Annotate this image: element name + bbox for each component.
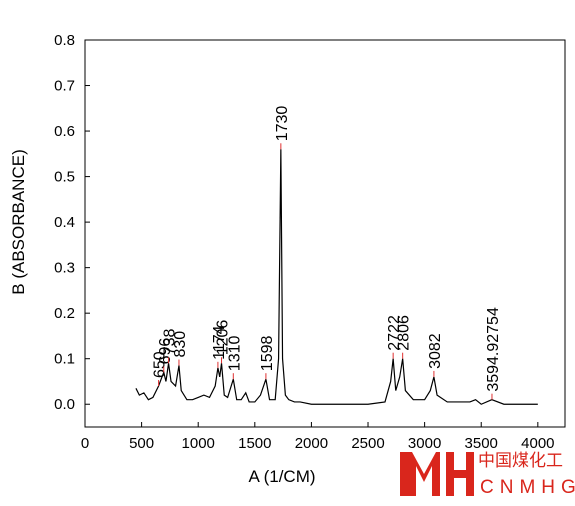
peak-label: 2806 xyxy=(396,315,413,351)
peak-label: 1206 xyxy=(215,320,232,356)
y-tick-label: 0.6 xyxy=(54,123,75,140)
y-tick-label: 0.4 xyxy=(54,214,75,231)
peak-label: 650 xyxy=(152,351,169,378)
y-tick-label: 0.0 xyxy=(54,396,75,413)
plot-frame xyxy=(84,39,566,428)
x-axis-label: A (1/CM) xyxy=(248,467,315,486)
y-tick-label: 0.1 xyxy=(54,351,75,368)
x-tick-label: 2000 xyxy=(295,435,328,452)
spectrum-line xyxy=(135,149,538,405)
peak-label: 1598 xyxy=(259,335,276,371)
x-tick-label: 1500 xyxy=(238,435,271,452)
peak-label: 1730 xyxy=(274,106,291,142)
peak-label: 2722 xyxy=(386,315,403,351)
x-tick-label: 3500 xyxy=(465,435,498,452)
y-tick-label: 0.2 xyxy=(54,305,75,322)
peak-label: 738 xyxy=(162,328,179,355)
y-tick-label: 0.5 xyxy=(54,169,75,186)
peak-label: 696 xyxy=(157,338,174,365)
peak-label: 3082 xyxy=(427,333,444,369)
y-axis-label: B (ABSORBANCE) xyxy=(9,149,28,294)
x-tick-label: 3000 xyxy=(408,435,441,452)
watermark-cn: 中国煤化工 xyxy=(478,451,563,470)
peak-label: 1174 xyxy=(211,325,228,360)
y-tick-label: 0.8 xyxy=(54,32,75,49)
x-tick-label: 2500 xyxy=(351,435,384,452)
x-tick-label: 4000 xyxy=(521,435,554,452)
logo-m xyxy=(400,452,440,496)
watermark-en: CNMHG xyxy=(480,477,575,498)
watermark: 中国煤化工 CNMHG xyxy=(400,451,575,498)
peak-label: 1310 xyxy=(226,335,243,371)
y-tick-label: 0.7 xyxy=(54,78,75,95)
peak-label: 830 xyxy=(172,331,189,358)
x-tick-label: 0 xyxy=(81,435,89,452)
x-tick-label: 500 xyxy=(129,435,154,452)
y-tick-label: 0.3 xyxy=(54,260,75,277)
peak-label: 3594.92754 xyxy=(485,307,502,392)
logo-h xyxy=(446,452,474,496)
x-tick-label: 1000 xyxy=(182,435,215,452)
